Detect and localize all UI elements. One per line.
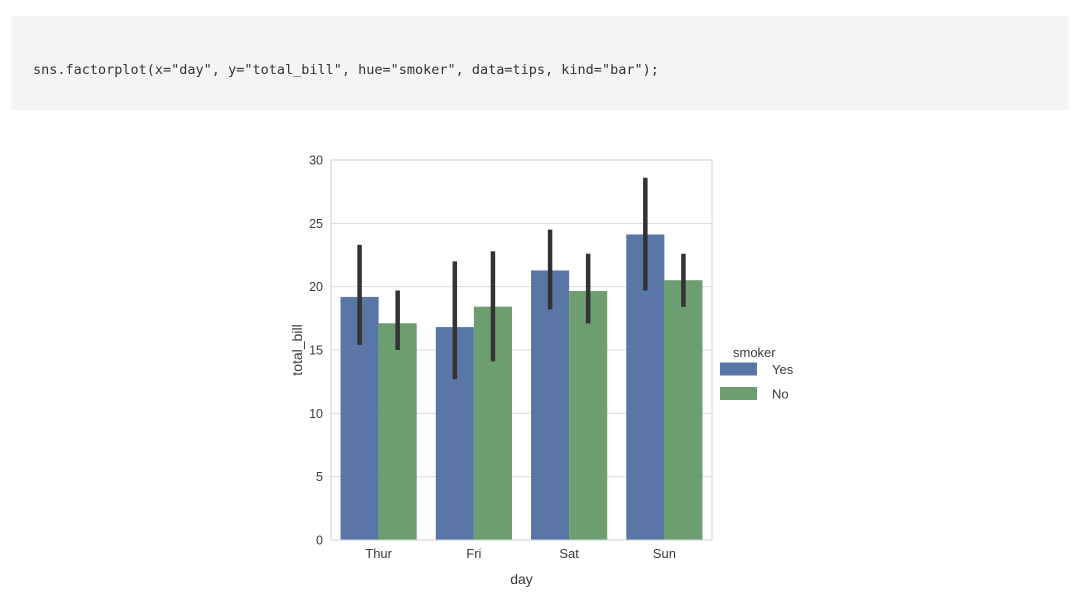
y-axis-label: total_bill [289,324,305,375]
legend-label-no: No [772,387,789,402]
y-tick-label: 20 [309,280,323,294]
y-tick-label: 5 [316,470,323,484]
bar-sat-no [569,290,608,540]
x-axis-label: day [510,571,533,587]
bar-sun-no [664,280,703,540]
legend-swatch-yes [720,362,757,376]
y-tick-label: 30 [309,154,323,168]
plot-border [330,159,713,541]
y-tick-label: 0 [316,534,323,548]
x-tick-label: Fri [466,546,481,561]
y-tick-label: 10 [309,407,323,421]
legend-swatch-no [720,387,757,400]
legend-label-yes: Yes [772,362,794,377]
bar-chart: 0 5 10 15 20 25 30 Thur Fri Sat Sun day total_bill sm… [289,154,794,588]
x-tick-label: Sat [559,546,579,561]
x-tick-label: Sun [653,546,676,561]
bar-thur-no [378,323,417,540]
code-text: sns.factorplot(x="day", y="total_bill", … [33,62,659,78]
code-cell[interactable]: sns.factorplot(x="day", y="total_bill", … [11,16,1069,110]
legend-title: smoker [733,345,776,360]
y-tick-label: 15 [309,344,323,358]
x-tick-label: Thur [365,546,392,561]
y-tick-label: 25 [309,217,323,231]
bar-sat-yes [531,270,570,540]
